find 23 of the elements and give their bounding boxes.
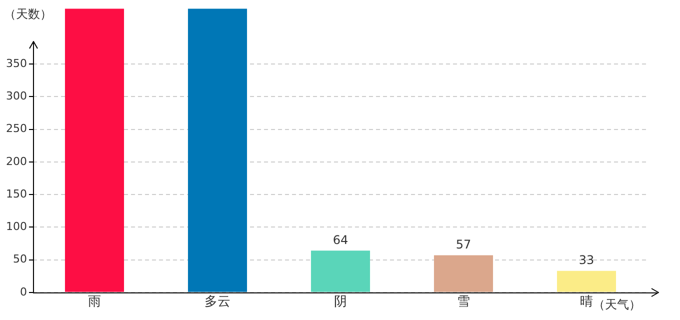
y-tick-label: 300 [6, 90, 27, 103]
data-label: 64 [332, 232, 348, 247]
bar [64, 8, 124, 292]
data-label: 57 [456, 237, 472, 252]
x-tick-label: 晴 [580, 294, 593, 310]
data-label: 33 [578, 252, 594, 267]
y-axis-title: （天数） [4, 7, 52, 22]
y-tick-label: 150 [6, 187, 27, 200]
x-axis-title: （天气） [593, 298, 641, 312]
x-tick-label: 雪 [457, 294, 470, 310]
x-tick-label: 多云 [204, 294, 230, 310]
y-tick-label: 50 [12, 252, 27, 266]
y-tick-label: 350 [6, 56, 27, 70]
y-tick-label: 100 [6, 220, 27, 234]
bar [556, 270, 616, 292]
x-tick-label: 阴 [334, 294, 347, 310]
y-tick-label: 250 [6, 122, 27, 136]
bar [434, 255, 494, 292]
bar [188, 8, 248, 292]
y-tick-label: 0 [20, 285, 27, 298]
y-tick-label: 200 [6, 154, 27, 168]
bar [310, 250, 370, 292]
x-tick-label: 雨 [88, 294, 101, 310]
